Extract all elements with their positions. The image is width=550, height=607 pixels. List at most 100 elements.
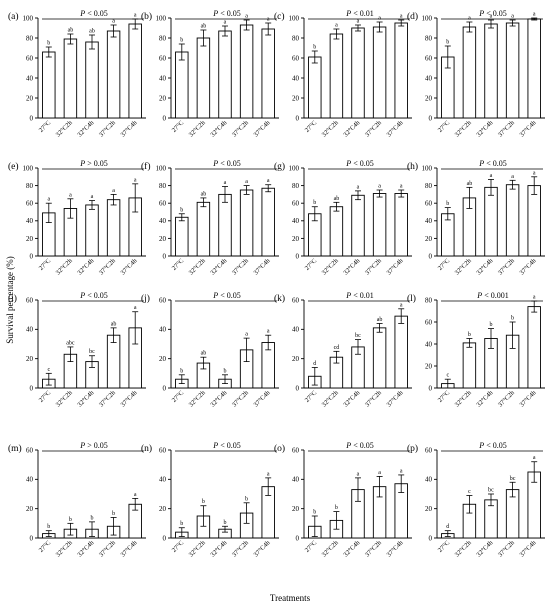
significance-label: P < 0.05 bbox=[478, 159, 506, 168]
significance-letter: a bbox=[112, 19, 115, 25]
category-label: 27°C bbox=[304, 119, 318, 133]
y-tick-label: 60 bbox=[159, 200, 167, 208]
bar bbox=[239, 24, 254, 119]
significance-letter: b bbox=[313, 510, 316, 516]
significance-letter: ab bbox=[89, 29, 95, 35]
bar bbox=[128, 23, 142, 119]
category-label: 37°C2h bbox=[98, 389, 118, 409]
category-label: 27°C bbox=[38, 539, 52, 553]
significance-letter: a bbox=[490, 173, 493, 179]
category-label: 37°C4h bbox=[386, 119, 406, 139]
bar bbox=[505, 184, 520, 257]
y-tick-label: 100 bbox=[156, 164, 167, 172]
significance-letter: a bbox=[378, 184, 381, 190]
category-label: 37°C2h bbox=[497, 389, 517, 409]
category-label: 32°C4h bbox=[209, 257, 229, 277]
y-tick-label: 0 bbox=[429, 384, 433, 392]
y-tick-label: 0 bbox=[429, 114, 433, 122]
y-tick-label: 0 bbox=[296, 534, 300, 542]
y-tick-label: 0 bbox=[296, 252, 300, 260]
y-tick-label: 0 bbox=[30, 252, 34, 260]
panel-label: (g) bbox=[274, 161, 285, 172]
y-tick-label: 20 bbox=[159, 355, 167, 363]
chart-panel-g: 0 20 40 60 80 100 (g) P < 0.05 b 27°C ab 32°C2h a 32°… bbox=[274, 159, 412, 277]
panel-label: (c) bbox=[274, 11, 285, 22]
chart-panel-j: 0 20 40 60 (j) P < 0.05 b 27°C ab 32°C2h b 32°C4h a 3… bbox=[141, 291, 279, 409]
category-label: 32°C2h bbox=[55, 119, 75, 139]
category-label: 27°C bbox=[437, 389, 451, 403]
bar bbox=[394, 193, 408, 257]
significance-letter: b bbox=[91, 515, 94, 521]
category-label: 37°C2h bbox=[231, 257, 251, 277]
significance-letter: a bbox=[112, 188, 115, 194]
significance-label: P < 0.05 bbox=[212, 441, 240, 450]
y-tick-label: 100 bbox=[422, 14, 433, 22]
y-tick-label: 80 bbox=[292, 34, 300, 42]
y-tick-label: 80 bbox=[425, 34, 433, 42]
y-tick-label: 0 bbox=[296, 114, 300, 122]
significance-letter: b bbox=[180, 38, 183, 44]
category-label: 32°C4h bbox=[475, 119, 495, 139]
bar bbox=[351, 194, 365, 257]
category-label: 37°C2h bbox=[231, 389, 251, 409]
significance-letter: a bbox=[490, 14, 493, 20]
panel-label: (a) bbox=[8, 11, 19, 22]
significance-letter: a bbox=[134, 177, 137, 183]
category-label: 32°C4h bbox=[76, 539, 96, 559]
y-tick-label: 0 bbox=[30, 534, 34, 542]
bar bbox=[351, 27, 365, 119]
y-tick-label: 0 bbox=[30, 114, 34, 122]
category-label: 37°C2h bbox=[98, 257, 118, 277]
bar bbox=[106, 199, 121, 257]
category-label: 32°C4h bbox=[209, 539, 229, 559]
significance-letter: ab bbox=[201, 351, 207, 357]
significance-letter: a bbox=[245, 14, 248, 20]
bar bbox=[218, 30, 232, 119]
significance-letter: bc bbox=[510, 476, 516, 482]
category-label: 32°C2h bbox=[321, 389, 341, 409]
significance-letter: a bbox=[357, 184, 360, 190]
significance-letter: a bbox=[511, 14, 514, 20]
significance-letter: c bbox=[446, 373, 449, 379]
bar bbox=[484, 23, 498, 119]
significance-letter: b bbox=[224, 520, 227, 526]
y-tick-label: 80 bbox=[159, 182, 167, 190]
significance-letter: ab bbox=[201, 24, 207, 30]
y-tick-label: 40 bbox=[292, 476, 300, 484]
significance-letter: a bbox=[400, 302, 403, 308]
category-label: 32°C2h bbox=[454, 389, 474, 409]
category-label: 37°C4h bbox=[253, 257, 273, 277]
y-tick-label: 0 bbox=[429, 252, 433, 260]
y-tick-label: 60 bbox=[159, 296, 167, 304]
chart-panel-d: 0 20 40 60 80 100 (d) P < 0.05 b 27°C a 32°C2h a 32°C… bbox=[407, 9, 545, 139]
category-label: 27°C bbox=[304, 389, 318, 403]
category-label: 32°C2h bbox=[454, 539, 474, 559]
significance-letter: b bbox=[47, 41, 50, 47]
category-label: 37°C2h bbox=[98, 539, 118, 559]
significance-letter: b bbox=[245, 496, 248, 502]
category-label: 32°C2h bbox=[188, 389, 208, 409]
significance-letter: abc bbox=[66, 340, 75, 346]
category-label: 32°C2h bbox=[321, 119, 341, 139]
category-label: 32°C2h bbox=[321, 539, 341, 559]
y-tick-label: 100 bbox=[23, 14, 34, 22]
category-label: 37°C2h bbox=[364, 389, 384, 409]
significance-label: P < 0.05 bbox=[79, 9, 107, 18]
y-tick-label: 60 bbox=[425, 446, 433, 454]
category-label: 27°C bbox=[304, 539, 318, 553]
chart-panel-h: 0 20 40 60 80 100 (h) P < 0.05 b 27°C ab 32°C2h a 32°… bbox=[407, 159, 545, 277]
y-tick-label: 100 bbox=[289, 164, 300, 172]
significance-label: P < 0.001 bbox=[476, 291, 508, 300]
y-tick-label: 60 bbox=[425, 318, 433, 326]
significance-letter: b bbox=[202, 499, 205, 505]
bar bbox=[527, 185, 541, 257]
bar bbox=[261, 28, 275, 119]
significance-letter: d bbox=[313, 361, 316, 367]
significance-letter: b bbox=[180, 521, 183, 527]
bar bbox=[462, 26, 477, 119]
bar bbox=[106, 30, 121, 119]
y-tick-label: 40 bbox=[26, 74, 34, 82]
category-label: 37°C4h bbox=[386, 539, 406, 559]
panel-label: (p) bbox=[407, 443, 418, 454]
